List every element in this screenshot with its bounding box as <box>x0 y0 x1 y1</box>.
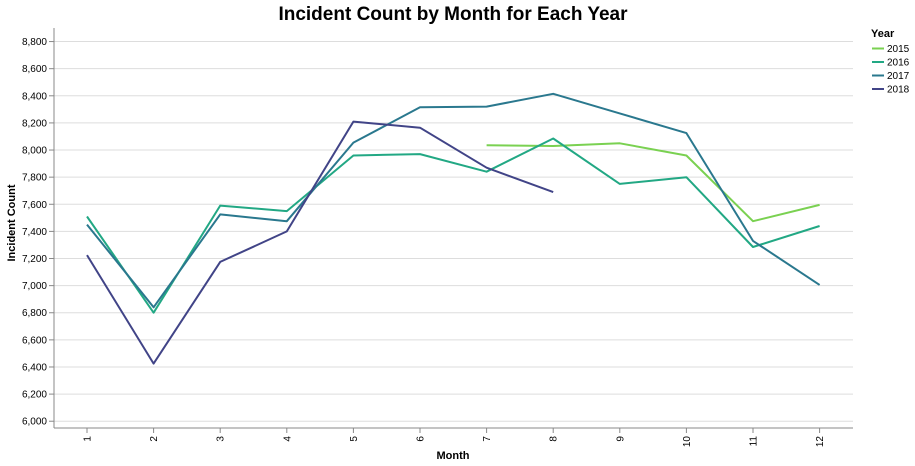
x-tick-label: 5 <box>349 436 360 442</box>
x-tick-label: 1 <box>83 436 94 442</box>
y-tick-label: 8,600 <box>22 64 47 75</box>
gridlines <box>54 41 853 422</box>
y-tick-label: 8,800 <box>22 37 47 48</box>
y-tick-label: 6,400 <box>22 362 47 373</box>
y-tick-label: 7,600 <box>22 200 47 211</box>
x-tick-label: 7 <box>482 436 493 442</box>
series-line-2017 <box>86 92 821 309</box>
x-tick-label: 2 <box>149 436 160 442</box>
legend: Year 2015 2016 2017 2018 <box>871 28 910 96</box>
y-tick-label: 8,200 <box>22 118 47 129</box>
x-tick-label: 12 <box>815 436 826 448</box>
y-tick-label: 8,000 <box>22 146 47 157</box>
y-tick-label: 7,000 <box>22 281 47 292</box>
axes: 6,000 6,200 6,400 6,600 6,800 7,000 7,200 7,400… <box>22 28 853 447</box>
y-tick-label: 7,400 <box>22 227 47 238</box>
legend-label-2018: 2018 <box>887 85 910 96</box>
y-tick-label: 6,200 <box>22 390 47 401</box>
y-tick-label: 7,200 <box>22 254 47 265</box>
y-tick-label: 6,800 <box>22 308 47 319</box>
legend-label-2017: 2017 <box>887 71 910 82</box>
y-tick-label: 8,400 <box>22 91 47 102</box>
series-line-2015 <box>486 142 820 223</box>
x-tick-label: 10 <box>682 436 693 448</box>
y-tick-label: 6,000 <box>22 417 47 428</box>
series-line-2018 <box>86 120 554 365</box>
legend-title: Year <box>871 28 895 40</box>
x-tick-label: 6 <box>416 436 427 442</box>
series-line-2016 <box>86 137 820 314</box>
chart-title: Incident Count by Month for Each Year <box>278 4 628 25</box>
x-axis-title: Month <box>437 450 470 462</box>
x-tick-label: 11 <box>749 436 760 447</box>
legend-label-2015: 2015 <box>887 44 910 55</box>
x-tick-label: 4 <box>282 436 293 442</box>
x-tick-label: 8 <box>549 436 560 442</box>
y-tick-label: 6,600 <box>22 335 47 346</box>
series-lines <box>86 92 821 365</box>
y-tick-label: 7,800 <box>22 173 47 184</box>
legend-label-2016: 2016 <box>887 58 910 69</box>
x-tick-label: 3 <box>216 436 227 442</box>
x-tick-label: 9 <box>615 436 626 442</box>
y-axis-title: Incident Count <box>6 184 18 261</box>
